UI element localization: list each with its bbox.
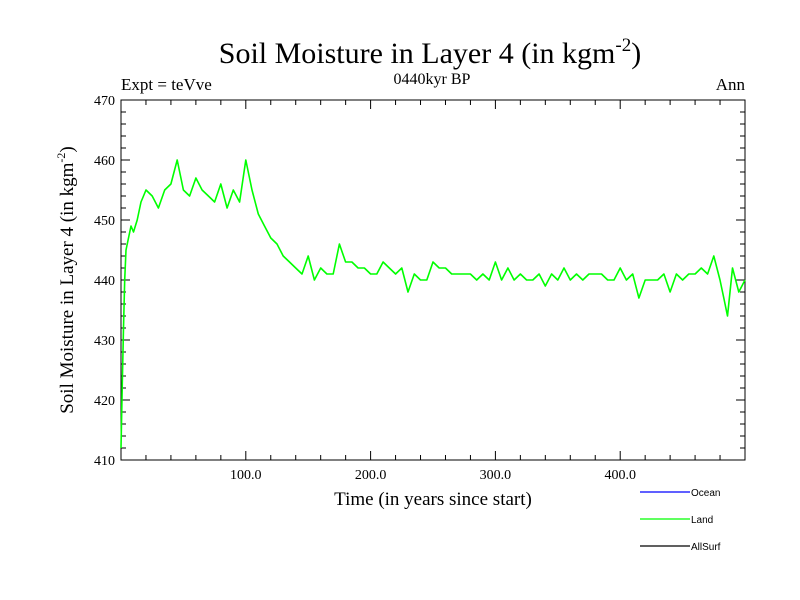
x-axis: 100.0 200.0 300.0 400.0 — [145, 100, 721, 483]
chart-title-main: Soil Moisture in Layer 4 (in kgm — [219, 37, 616, 70]
y-axis-label: Soil Moisture in Layer 4 (in kgm-2) — [54, 146, 78, 414]
legend-label-land: Land — [691, 515, 713, 526]
chart-title-sup: -2 — [615, 35, 631, 56]
y-tick-label: 420 — [94, 394, 115, 409]
y-tick-label: 440 — [94, 274, 115, 289]
y-axis: 410 420 430 440 450 460 470 — [94, 94, 745, 469]
subtitle-season: Ann — [716, 75, 746, 94]
y-tick-label: 450 — [94, 214, 115, 229]
y-tick-label: 460 — [94, 154, 115, 169]
y-tick-label: 410 — [94, 454, 115, 469]
subtitle-period: 0440kyr BP — [394, 71, 471, 88]
legend: Ocean Land AllSurf — [640, 488, 721, 553]
x-tick-label: 400.0 — [604, 468, 636, 483]
y-tick-label: 430 — [94, 334, 115, 349]
legend-label-ocean: Ocean — [691, 488, 720, 499]
y-axis-label-main: Soil Moisture in Layer 4 (in kgm — [57, 162, 78, 413]
y-axis-label-sup: -2 — [54, 153, 68, 163]
x-tick-label: 300.0 — [480, 468, 512, 483]
series-layer — [120, 159, 746, 449]
subtitle-experiment: Expt = teVve — [121, 75, 212, 94]
x-tick-label: 200.0 — [355, 468, 387, 483]
chart-title-close: ) — [631, 37, 641, 70]
y-tick-label: 470 — [94, 94, 115, 109]
legend-label-allsurf: AllSurf — [691, 542, 721, 553]
x-tick-label: 100.0 — [230, 468, 262, 483]
series-line-land — [120, 159, 746, 449]
y-axis-label-close: ) — [57, 146, 78, 152]
x-axis-label: Time (in years since start) — [334, 489, 532, 510]
chart-title: Soil Moisture in Layer 4 (in kgm-2) — [219, 35, 641, 70]
